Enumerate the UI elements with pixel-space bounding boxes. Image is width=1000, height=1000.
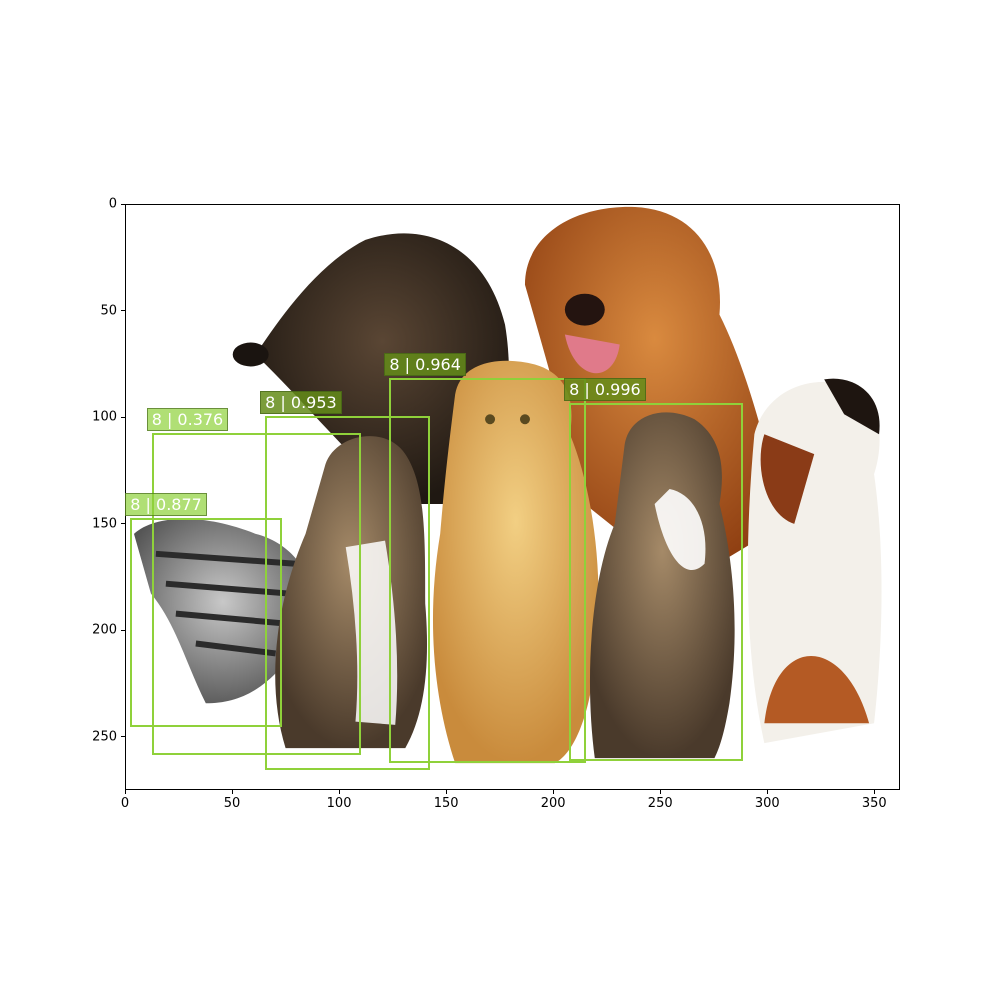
x-tick-mark xyxy=(124,790,126,794)
x-tick-mark xyxy=(338,790,340,794)
detection-label: 8 | 0.964 xyxy=(384,352,466,376)
plot-area xyxy=(125,204,900,790)
detection-label: 8 | 0.953 xyxy=(260,390,342,414)
silver-kitten xyxy=(133,518,312,704)
y-tick-mark xyxy=(121,310,125,312)
y-tick-mark xyxy=(121,629,125,631)
x-tick-mark xyxy=(552,790,554,794)
detection-label: 8 | 0.376 xyxy=(146,408,229,431)
y-tick-label: 50 xyxy=(100,303,117,319)
y-tick-mark xyxy=(121,736,125,738)
x-tick-label: 150 xyxy=(433,796,459,811)
detection-box xyxy=(130,518,283,728)
y-tick-mark xyxy=(121,203,125,205)
y-tick-label: 0 xyxy=(108,196,117,212)
dark-dog xyxy=(255,233,509,504)
white-chest-tabby xyxy=(589,412,735,759)
x-tick-mark xyxy=(873,790,875,794)
y-tick-mark xyxy=(121,416,125,418)
orange-cat xyxy=(432,360,599,764)
detection-box xyxy=(265,415,430,770)
x-tick-label: 250 xyxy=(647,796,673,811)
x-tick-label: 100 xyxy=(326,796,352,811)
detection-box xyxy=(389,377,587,764)
x-tick-label: 50 xyxy=(223,796,241,811)
x-tick-mark xyxy=(231,790,233,794)
x-tick-label: 0 xyxy=(120,796,130,811)
detection-box xyxy=(151,433,362,755)
x-tick-label: 300 xyxy=(754,796,780,811)
x-tick-label: 350 xyxy=(861,796,887,811)
detection-label: 8 | 0.996 xyxy=(564,378,646,402)
y-tick-label: 100 xyxy=(92,409,117,425)
y-tick-label: 250 xyxy=(92,729,117,745)
y-tick-label: 200 xyxy=(92,622,117,638)
x-tick-mark xyxy=(766,790,768,794)
y-tick-label: 150 xyxy=(92,516,117,532)
x-tick-mark xyxy=(445,790,447,794)
detection-box xyxy=(569,403,743,762)
detection-label: 8 | 0.877 xyxy=(125,493,207,517)
x-tick-mark xyxy=(659,790,661,794)
x-tick-label: 200 xyxy=(540,796,566,811)
y-tick-mark xyxy=(121,523,125,525)
pets-photo xyxy=(133,206,882,764)
